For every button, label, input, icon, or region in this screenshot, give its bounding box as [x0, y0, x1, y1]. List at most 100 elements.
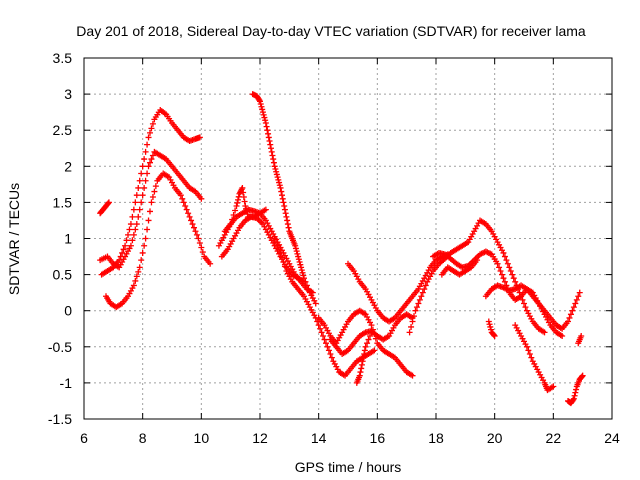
data-point [315, 322, 322, 329]
data-point [132, 226, 139, 233]
data-point [139, 249, 146, 256]
data-point [265, 130, 272, 137]
data-point [297, 261, 304, 268]
data-point [130, 282, 137, 289]
y-tick-label: -1 [60, 375, 73, 391]
data-point [303, 282, 310, 289]
data-point [408, 323, 415, 330]
data-point [227, 221, 234, 228]
data-point [276, 179, 283, 186]
data-point [151, 188, 158, 195]
data-point [262, 206, 269, 213]
data-point [295, 253, 302, 260]
x-tick-label: 12 [252, 430, 268, 446]
data-point [318, 329, 325, 336]
data-point [499, 271, 505, 278]
data-point [273, 239, 280, 246]
data-point [258, 103, 265, 110]
data-point [578, 373, 585, 380]
data-point [259, 109, 266, 116]
data-point [132, 199, 139, 206]
series-arc-15 [430, 248, 566, 339]
data-point [242, 203, 249, 210]
data-point [512, 278, 519, 285]
data-point [133, 273, 140, 280]
data-point [418, 293, 425, 300]
y-axis-label: SDTVAR / TECUs [6, 183, 22, 295]
data-point [279, 195, 286, 202]
data-point [265, 134, 272, 141]
data-point [312, 300, 319, 307]
data-point [141, 184, 148, 191]
data-point [241, 198, 248, 205]
data-point [301, 275, 307, 282]
data-point [148, 199, 155, 206]
data-point [196, 134, 203, 141]
x-tick-label: 22 [546, 430, 562, 446]
data-point [305, 286, 312, 293]
series-arc-8 [249, 91, 319, 307]
y-tick-label: 2 [64, 158, 72, 174]
data-point [127, 242, 134, 249]
data-point [357, 369, 364, 376]
data-point [180, 199, 187, 206]
data-point [144, 141, 151, 148]
data-point [327, 351, 334, 358]
data-point [185, 210, 192, 217]
y-tick-label: -0.5 [48, 339, 72, 355]
y-tick-label: 3 [64, 86, 72, 102]
x-tick-label: 6 [80, 430, 88, 446]
data-point [571, 392, 578, 399]
data-point [570, 304, 577, 311]
x-tick-label: 18 [428, 430, 444, 446]
data-point [233, 203, 240, 210]
data-point [138, 257, 145, 264]
data-point [284, 221, 291, 228]
y-tick-label: 1.5 [53, 194, 73, 210]
data-point [325, 347, 332, 354]
data-point [361, 347, 368, 354]
data-point [488, 326, 494, 333]
data-point [282, 210, 289, 217]
data-point [243, 205, 250, 212]
data-point [368, 322, 375, 329]
data-point [125, 231, 131, 238]
data-point [487, 323, 494, 330]
data-point [276, 182, 283, 189]
data-point [409, 318, 416, 325]
data-point [496, 264, 503, 271]
axis-ticks: 6 8 10 12 14 16 18 20 22 24 -1.5 -1 -0.5 0 0.5 1 1.5 2 2.5… [48, 50, 620, 446]
data-point [139, 163, 146, 170]
data-point [207, 260, 214, 267]
data-point [269, 152, 276, 159]
data-point [234, 199, 241, 206]
data-point [193, 231, 200, 238]
data-point [139, 192, 146, 199]
data-point [130, 206, 137, 213]
chart-title: Day 201 of 2018, Sidereal Day-to-day VTE… [76, 23, 586, 39]
y-tick-label: 0 [64, 303, 72, 319]
data-point [302, 278, 309, 285]
data-point [196, 240, 203, 247]
series-arc-4 [97, 199, 112, 217]
y-tick-label: 1 [64, 231, 72, 247]
data-point [278, 188, 285, 195]
data-point [372, 335, 379, 342]
data-point [263, 123, 270, 130]
data-point [230, 212, 237, 219]
y-tick-label: 2.5 [53, 122, 73, 138]
data-point [273, 171, 280, 178]
data-point [198, 195, 205, 202]
data-point [281, 263, 288, 270]
data-point [148, 156, 155, 163]
data-point [360, 354, 367, 361]
data-point [240, 189, 247, 196]
data-point [152, 183, 159, 190]
data-point [328, 354, 335, 361]
data-point [270, 159, 277, 166]
data-point [361, 351, 368, 358]
data-point [358, 365, 365, 372]
data-point [271, 235, 278, 242]
data-point [365, 336, 372, 343]
data-point [293, 248, 300, 255]
